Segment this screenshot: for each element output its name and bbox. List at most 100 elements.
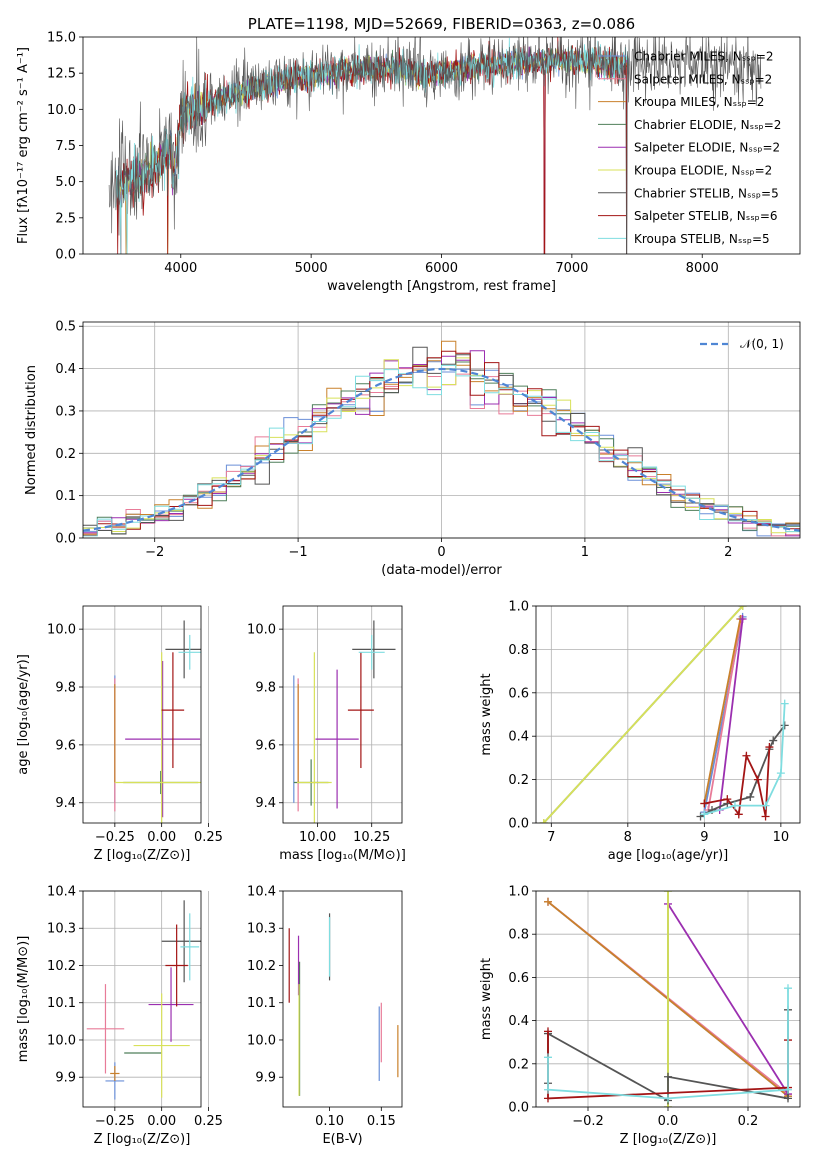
x-tick-label: 6000 (425, 261, 458, 276)
weight-marker (664, 1072, 672, 1081)
normal-curve (83, 367, 800, 532)
x-tick-label: 0.00 (147, 830, 176, 845)
panel-weight-vs-Z: −0.2 0.0 0.2 0.0 0.2 0.4 0.6 0.8 1.0 Z [log₁₀(Z/Z… (479, 885, 801, 1147)
y-axis-label: age [log₁₀(age/yr)] (16, 654, 31, 775)
x-axis-label: Z [log₁₀(Z/Z⊙)] (94, 848, 191, 863)
legend-entry: Salpeter ELODIE, Nₛₛₚ=2 (634, 141, 780, 155)
panel-spectrum: 4000 5000 6000 7000 8000 0.0 2.5 5.0 7.5 10.0 12.5… (16, 15, 801, 294)
y-tick-label: 0.5 (55, 320, 76, 335)
errorbar-point-chabrier-stelib (165, 620, 201, 679)
y-tick-label: 9.9 (55, 1071, 76, 1086)
weight-series-salpeter-stelib (700, 743, 774, 821)
axes-frame (535, 605, 801, 824)
errorbar-point-chabrier-stelib (352, 620, 396, 679)
y-tick-label: 5.0 (55, 175, 76, 190)
panel-age-vs-mass: 10.00 10.25 9.4 9.6 9.8 10.0 mass [log₁₀(M/M⊙)… (247, 605, 406, 863)
x-tick-label: 10.25 (353, 830, 390, 845)
axes-frame (282, 605, 403, 824)
x-tick-label: 0.00 (147, 1114, 176, 1129)
x-tick-label: 8000 (686, 261, 719, 276)
y-tick-label: 0.0 (508, 817, 529, 832)
y-tick-label: 10.0 (47, 103, 76, 118)
legend: Chabrier MILES, Nₛₛₚ=2 Salpeter MILES, Nₛ… (598, 50, 781, 246)
y-axis-label: mass [log₁₀(M/M⊙)] (16, 936, 31, 1063)
x-tick-label: 0 (437, 545, 445, 560)
x-tick-label: 5000 (295, 261, 328, 276)
legend-entry: Chabrier STELIB, Nₛₛₚ=5 (634, 186, 779, 200)
legend-entry: Kroupa MILES, Nₛₛₚ=2 (634, 95, 764, 109)
spectrum-line-chabrier-stelib (108, 37, 762, 254)
weight-marker (746, 792, 755, 801)
y-tick-label: 0.3 (55, 404, 76, 419)
y-tick-label: 10.2 (47, 959, 76, 974)
y-tick-label: 10.4 (47, 885, 76, 900)
x-tick-label: 7000 (555, 261, 588, 276)
y-tick-label: 12.5 (47, 67, 76, 82)
errorbar-point-kroupa-stelib (180, 913, 200, 981)
weight-marker (700, 799, 709, 808)
weight-line (707, 618, 742, 811)
plot-area-residuals (83, 340, 800, 537)
plot-area-mass-vs-Z (86, 900, 201, 1100)
y-tick-label: 10.2 (247, 959, 276, 974)
panel-age-vs-Z: −0.25 0.00 0.25 9.4 9.6 9.8 10.0 Z [log₁₀(Z/Z⊙)… (16, 605, 223, 863)
y-tick-label: 9.6 (255, 738, 276, 753)
legend-entry: Chabrier ELODIE, Nₛₛₚ=2 (634, 118, 781, 132)
weight-marker (765, 743, 774, 752)
plot-area-mass-vs-ebv (288, 913, 399, 1096)
plot-area-age-vs-Z (114, 620, 201, 823)
x-axis-label: E(B-V) (322, 1132, 362, 1147)
histogram-kroupa-stelib (83, 364, 800, 537)
weight-marker (700, 810, 709, 819)
plot-area-age-vs-mass (293, 620, 396, 823)
panel-weight-vs-age: 7 8 9 10 0.0 0.2 0.4 0.6 0.8 1.0 age [log₁₀(age/yr… (479, 600, 801, 863)
x-tick-label: −0.25 (95, 1114, 135, 1129)
weight-series-kroupa-elodie (539, 606, 747, 823)
weight-marker (780, 721, 789, 730)
weight-marker (539, 819, 548, 823)
x-tick-label: −2 (145, 545, 164, 560)
errorbar-point-kroupa-miles (110, 1066, 120, 1081)
y-tick-label: 15.0 (47, 31, 76, 46)
errorbar-point-kroupa-elodie (114, 652, 201, 823)
y-axis-label: Flux [fλ10⁻¹⁷ erg cm⁻² s⁻¹ A⁻¹] (16, 47, 31, 244)
y-tick-label: 10.0 (47, 623, 76, 638)
errorbar-point-salpeter-elodie (315, 669, 359, 809)
weight-marker (769, 736, 778, 745)
plot-area-weight-vs-age (539, 606, 789, 823)
weight-line (543, 606, 744, 823)
weight-line (718, 618, 744, 811)
y-tick-label: 0.8 (508, 643, 529, 658)
x-axis-label: (data-model)/error (381, 563, 502, 578)
errorbar-point-salpeter-stelib (347, 652, 374, 769)
x-tick-label: 0.25 (194, 830, 223, 845)
weight-marker (761, 801, 770, 810)
weight-series-kroupa-stelib (700, 699, 789, 819)
y-tick-label: 1.0 (508, 600, 529, 615)
weight-marker (734, 810, 743, 819)
y-tick-label: 9.9 (255, 1071, 276, 1086)
x-tick-label: 0.2 (738, 1114, 759, 1129)
y-axis-label: mass weight (479, 673, 494, 755)
x-axis-label: age [log₁₀(age/yr)] (608, 848, 729, 863)
y-tick-label: 0.4 (508, 730, 529, 745)
errorbar-point-chabrier-stelib (161, 900, 201, 983)
legend-entry: Kroupa STELIB, Nₛₛₚ=5 (634, 232, 770, 246)
y-tick-label: 7.5 (55, 139, 76, 154)
y-tick-label: 10.0 (47, 1033, 76, 1048)
y-tick-label: 9.8 (55, 681, 76, 696)
y-tick-label: 10.3 (247, 922, 276, 937)
x-tick-label: 0.10 (315, 1114, 344, 1129)
x-tick-label: −0.2 (572, 1114, 604, 1129)
x-tick-label: 0.25 (194, 1114, 223, 1129)
errorbar-point-salpeter-stelib (165, 924, 188, 1007)
x-tick-label: 1 (581, 545, 589, 560)
x-tick-label: 10.00 (299, 830, 336, 845)
y-tick-label: 2.5 (55, 211, 76, 226)
y-tick-label: 0.6 (508, 971, 529, 986)
y-tick-label: 10.3 (47, 922, 76, 937)
x-tick-label: −0.25 (95, 830, 135, 845)
weight-marker (723, 795, 732, 804)
x-axis-label: Z [log₁₀(Z/Z⊙)] (94, 1132, 191, 1147)
weight-marker (544, 897, 552, 906)
